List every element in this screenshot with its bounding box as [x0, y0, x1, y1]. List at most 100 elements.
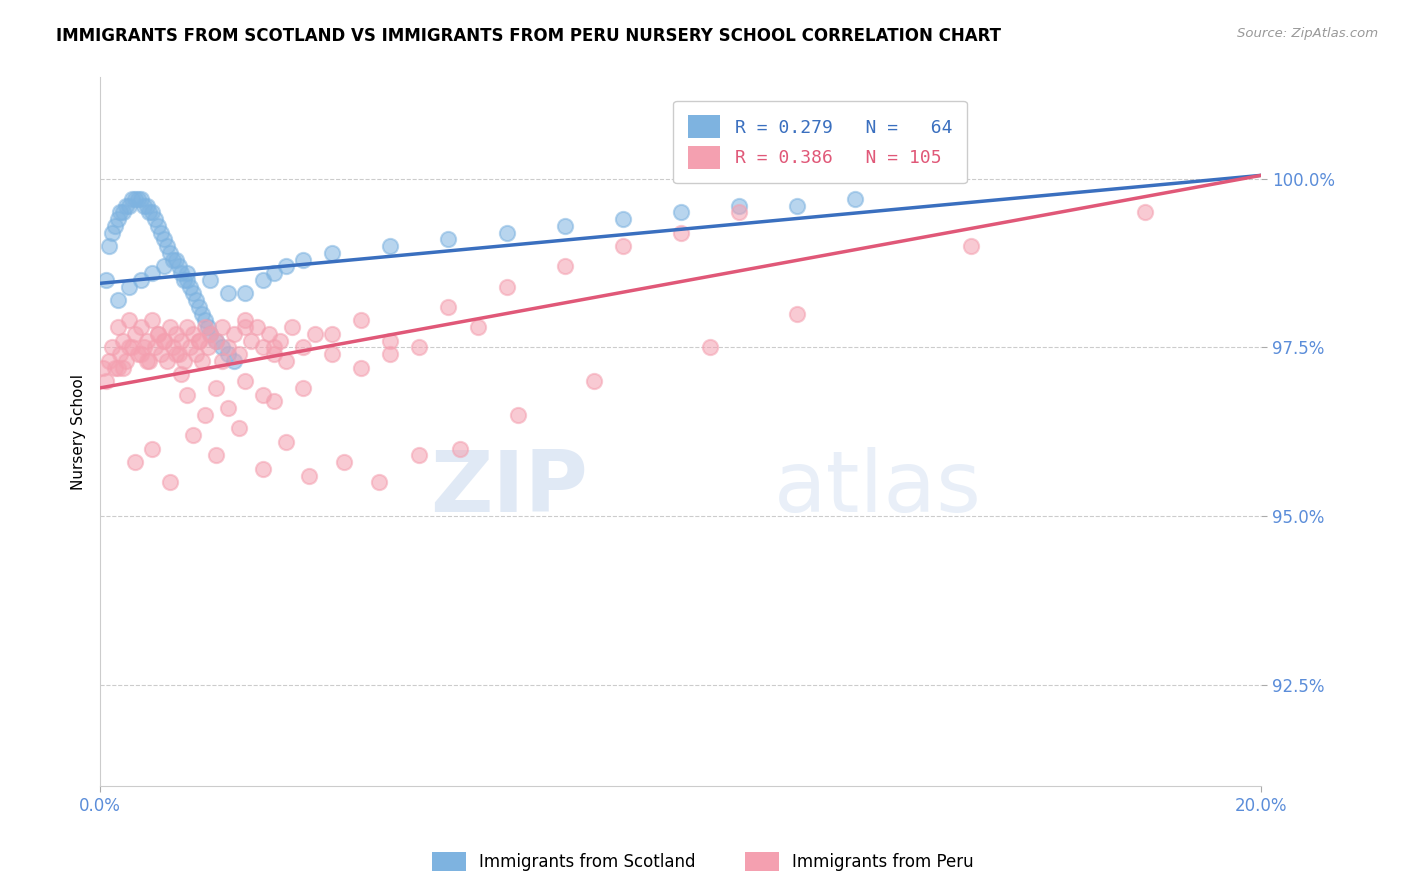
Point: [727, 199, 749, 213]
Point: [181, 286, 204, 301]
Point: [187, 334, 209, 348]
Point: [786, 199, 808, 213]
Point: [148, 326, 170, 341]
Point: [233, 286, 256, 301]
Point: [153, 260, 176, 274]
Point: [176, 387, 198, 401]
Point: [187, 300, 209, 314]
Point: [263, 340, 285, 354]
Point: [699, 340, 721, 354]
Point: [786, 307, 808, 321]
Point: [153, 334, 176, 348]
Point: [91, 360, 114, 375]
Point: [960, 239, 983, 253]
Point: [274, 354, 297, 368]
Point: [222, 326, 245, 341]
Point: [252, 387, 274, 401]
Point: [263, 266, 285, 280]
Point: [333, 455, 356, 469]
Point: [246, 320, 269, 334]
Point: [179, 340, 201, 354]
Point: [118, 313, 141, 327]
Point: [612, 239, 634, 253]
Point: [148, 326, 170, 341]
Point: [181, 326, 204, 341]
Point: [321, 347, 343, 361]
Point: [211, 354, 233, 368]
Point: [127, 347, 149, 361]
Point: [228, 347, 250, 361]
Point: [162, 252, 184, 267]
Point: [135, 199, 157, 213]
Point: [107, 360, 129, 375]
Point: [170, 334, 193, 348]
Point: [292, 252, 315, 267]
Point: [181, 428, 204, 442]
Point: [408, 340, 430, 354]
Point: [467, 320, 489, 334]
Point: [222, 354, 245, 368]
Point: [170, 368, 193, 382]
Point: [112, 205, 135, 219]
Point: [173, 354, 195, 368]
Point: [173, 273, 195, 287]
Y-axis label: Nursery School: Nursery School: [72, 374, 86, 490]
Point: [107, 212, 129, 227]
Point: [211, 320, 233, 334]
Point: [165, 326, 187, 341]
Point: [100, 226, 122, 240]
Point: [200, 273, 222, 287]
Point: [94, 273, 117, 287]
Point: [263, 394, 285, 409]
Point: [350, 360, 373, 375]
Point: [184, 347, 207, 361]
Point: [110, 205, 132, 219]
Point: [141, 313, 163, 327]
Point: [148, 219, 170, 233]
Point: [274, 260, 297, 274]
Point: [107, 320, 129, 334]
Point: [304, 326, 326, 341]
Point: [205, 381, 228, 395]
Point: [107, 293, 129, 308]
Point: [669, 226, 692, 240]
Point: [156, 354, 179, 368]
Point: [197, 320, 219, 334]
Point: [162, 340, 184, 354]
Point: [184, 293, 207, 308]
Point: [176, 320, 198, 334]
Point: [118, 340, 141, 354]
Point: [124, 455, 146, 469]
Point: [135, 334, 157, 348]
Point: [228, 421, 250, 435]
Point: [233, 374, 256, 388]
Point: [176, 266, 198, 280]
Point: [233, 320, 256, 334]
Point: [269, 334, 291, 348]
Point: [159, 320, 181, 334]
Point: [110, 347, 132, 361]
Point: [121, 192, 143, 206]
Legend: Immigrants from Scotland, Immigrants from Peru: Immigrants from Scotland, Immigrants fro…: [425, 843, 981, 880]
Point: [141, 442, 163, 456]
Point: [1135, 205, 1157, 219]
Point: [508, 408, 530, 422]
Point: [167, 260, 190, 274]
Legend: R = 0.279   N =   64, R = 0.386   N = 105: R = 0.279 N = 64, R = 0.386 N = 105: [673, 101, 967, 183]
Point: [554, 219, 576, 233]
Point: [115, 199, 138, 213]
Point: [263, 347, 285, 361]
Point: [380, 347, 402, 361]
Point: [408, 449, 430, 463]
Point: [150, 347, 173, 361]
Point: [727, 205, 749, 219]
Point: [112, 334, 135, 348]
Point: [669, 205, 692, 219]
Point: [612, 212, 634, 227]
Point: [200, 326, 222, 341]
Point: [449, 442, 471, 456]
Point: [380, 334, 402, 348]
Point: [194, 320, 217, 334]
Point: [132, 199, 155, 213]
Point: [124, 192, 146, 206]
